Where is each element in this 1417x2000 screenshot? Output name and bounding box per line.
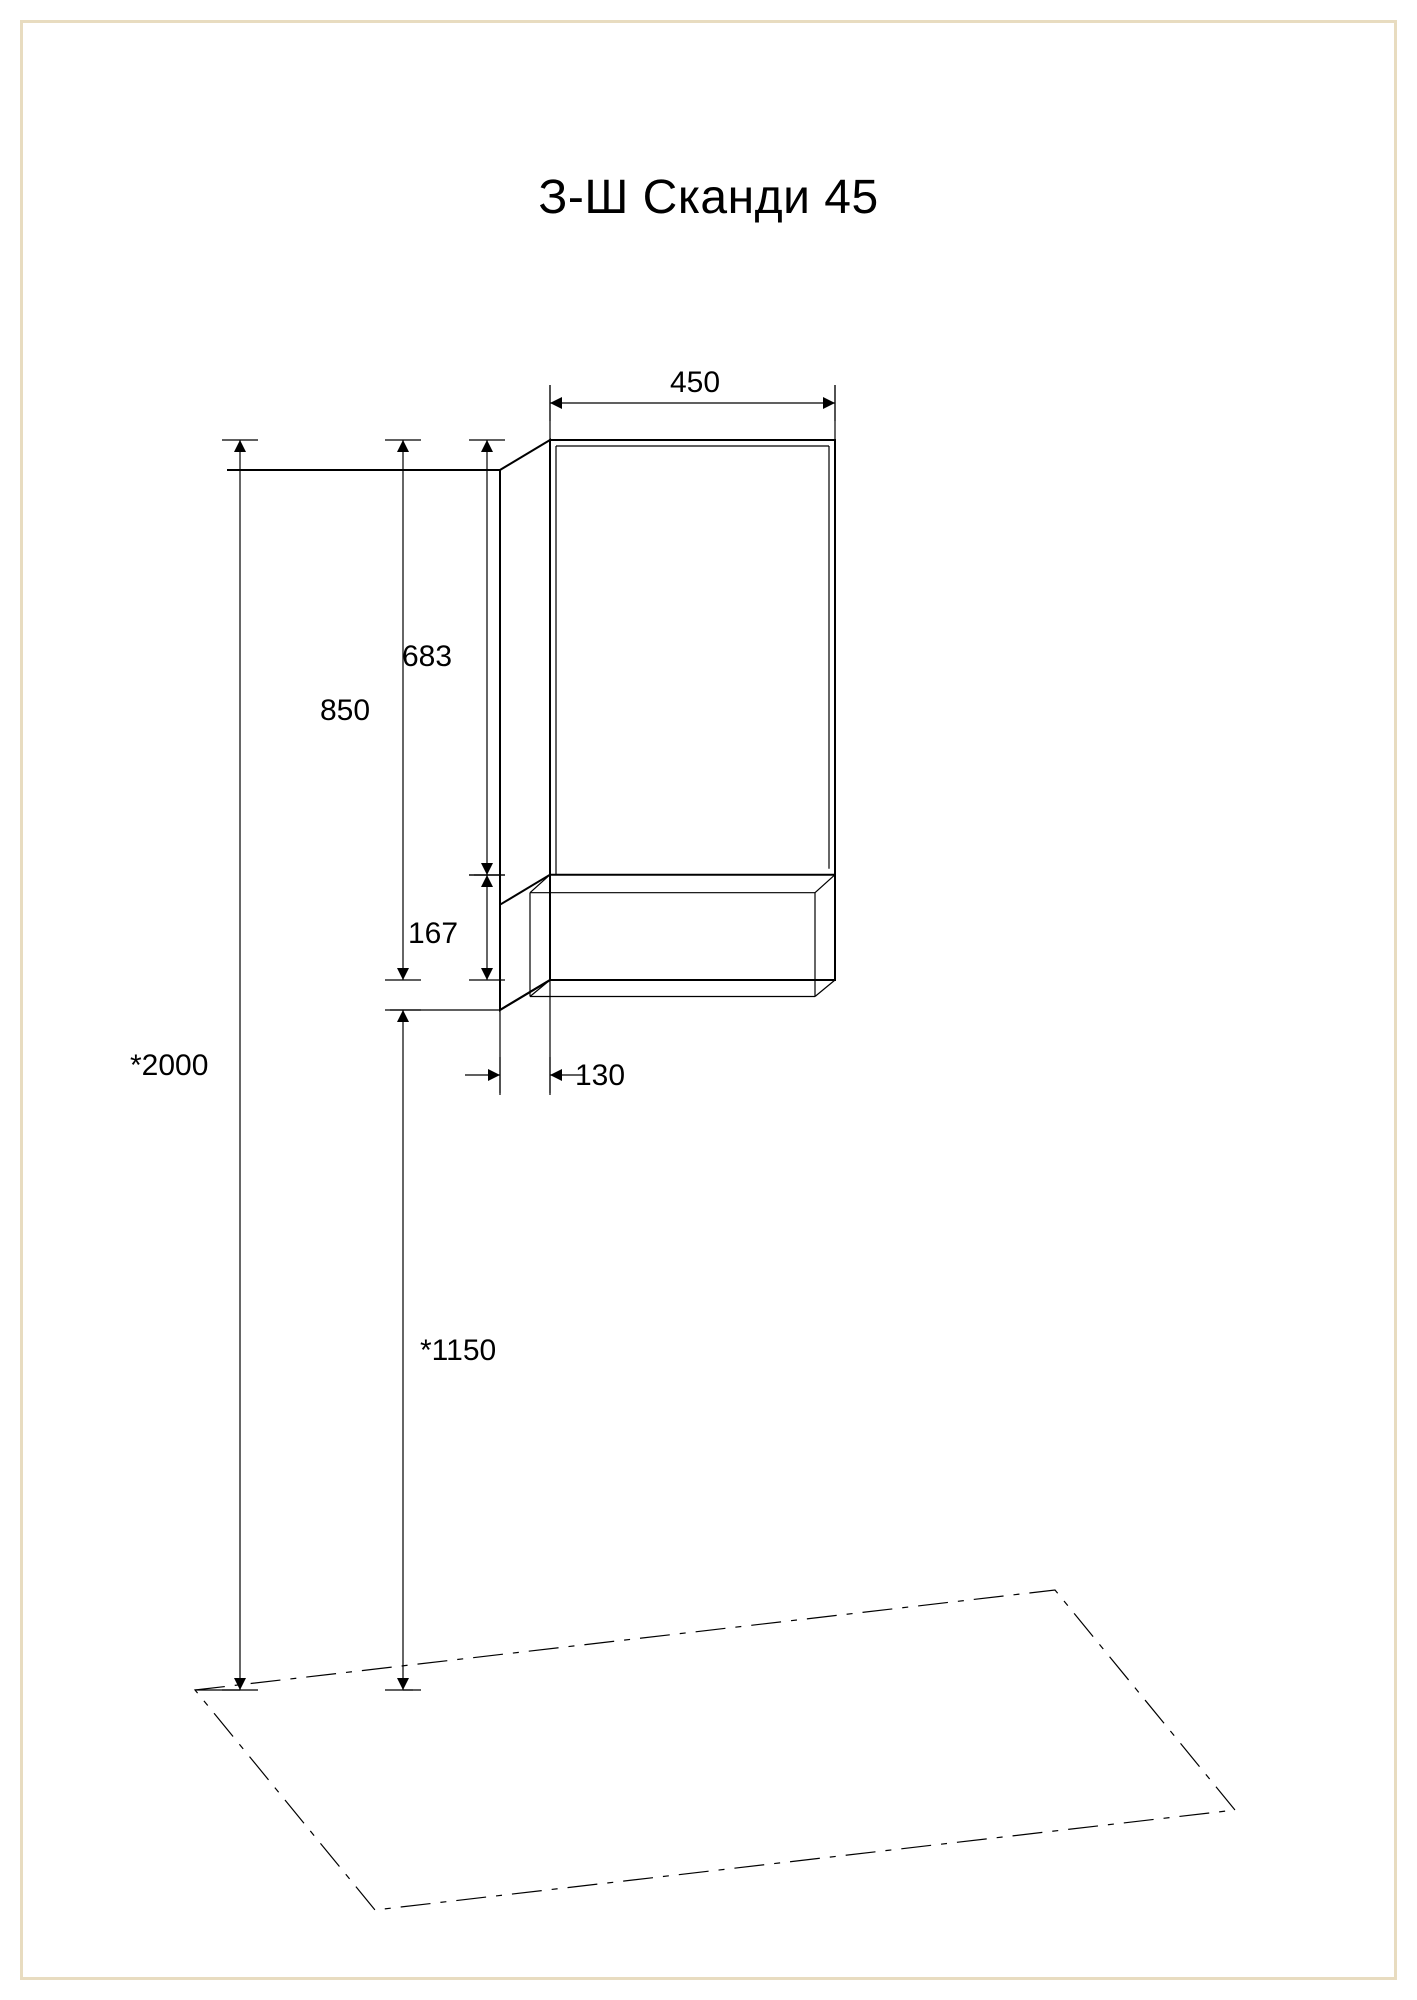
dimension-label: 450 — [670, 366, 720, 399]
dimension-label: *1150 — [420, 1334, 496, 1367]
technical-drawing: 450 683 167 850 *1150 *2000 130 — [0, 0, 1417, 2000]
dimension-label: 167 — [408, 917, 458, 950]
dimension-label: 130 — [575, 1059, 625, 1092]
dimension-label: *2000 — [130, 1049, 208, 1082]
page: З-Ш Сканди 45 450683167850*1150*2000130 — [0, 0, 1417, 2000]
dimension-label: 683 — [402, 640, 452, 673]
dimension-label: 850 — [320, 694, 370, 727]
